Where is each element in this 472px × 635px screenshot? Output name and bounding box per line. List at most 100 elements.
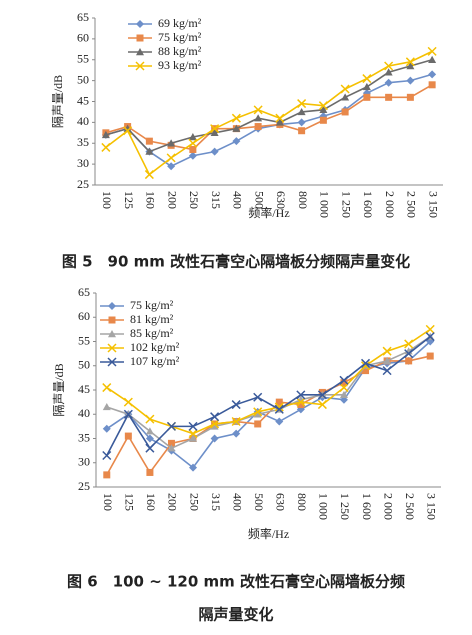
marker	[188, 138, 198, 148]
marker	[124, 432, 132, 440]
marker	[101, 142, 111, 152]
marker	[296, 390, 306, 400]
marker	[145, 137, 153, 145]
marker	[406, 93, 414, 101]
marker	[319, 116, 327, 124]
marker	[188, 151, 197, 160]
series-line	[106, 335, 431, 450]
marker	[145, 147, 154, 155]
marker	[253, 407, 263, 417]
marker	[405, 357, 413, 365]
marker	[340, 84, 350, 94]
marker	[426, 352, 434, 360]
y-tick-label: 40	[77, 114, 89, 128]
marker	[102, 424, 111, 433]
x-tick-label: 1 250	[338, 493, 352, 520]
marker	[406, 76, 415, 85]
marker	[210, 434, 219, 443]
marker	[210, 147, 219, 156]
legend-label: 81 kg/m²	[130, 312, 174, 326]
legend-label: 102 kg/m²	[130, 340, 180, 354]
marker	[108, 316, 116, 324]
series-line	[105, 73, 433, 168]
marker	[384, 68, 393, 76]
x-tick-label: 200	[165, 191, 179, 209]
x-tick-label: 630	[274, 191, 288, 209]
marker	[254, 114, 263, 122]
y-tick-label: 30	[78, 455, 90, 469]
series-line	[105, 58, 433, 153]
x-tick-label: 100	[100, 191, 114, 209]
marker	[102, 383, 112, 393]
y-tick-label: 35	[78, 430, 90, 444]
marker	[428, 81, 436, 89]
marker	[361, 358, 371, 368]
y-tick-label: 65	[78, 285, 90, 299]
marker	[188, 132, 197, 141]
marker	[404, 339, 414, 349]
x-tick-label: 160	[144, 191, 158, 209]
x-tick-label: 400	[230, 493, 244, 511]
marker	[210, 419, 220, 429]
marker	[108, 330, 116, 338]
y-tick-label: 55	[77, 52, 89, 66]
marker	[362, 74, 372, 84]
legend-label: 85 kg/m²	[130, 326, 174, 340]
marker	[254, 123, 262, 131]
marker	[167, 139, 176, 147]
marker	[363, 93, 371, 101]
marker	[274, 402, 284, 412]
caption: 图 5 90 mm 改性石膏空心隔墙板分频隔声量变化	[62, 253, 410, 271]
marker	[210, 422, 219, 430]
x-tick-label: 1 600	[361, 191, 375, 218]
y-tick-label: 55	[78, 333, 90, 347]
y-tick-label: 65	[77, 10, 89, 24]
marker	[339, 383, 349, 393]
marker	[341, 108, 349, 116]
marker	[427, 46, 437, 56]
y-axis-label: 隔声量/dB	[52, 363, 66, 416]
marker	[107, 343, 117, 353]
y-tick-label: 35	[77, 135, 89, 149]
y-tick-label: 40	[78, 406, 90, 420]
y-tick-label: 60	[78, 309, 90, 323]
caption: 图 6 100 ~ 120 mm 改性石膏空心隔墙板分频	[67, 573, 405, 591]
marker	[275, 113, 285, 123]
marker	[341, 93, 350, 101]
legend-label: 93 kg/m²	[158, 58, 202, 72]
x-axis-label: 频率/Hz	[248, 205, 289, 220]
marker	[232, 124, 241, 132]
x-tick-label: 630	[274, 493, 288, 511]
x-tick-label: 160	[144, 493, 158, 511]
marker	[167, 444, 176, 452]
marker	[144, 170, 154, 180]
marker	[317, 400, 327, 410]
x-tick-label: 2 500	[403, 493, 417, 520]
x-tick-label: 125	[122, 191, 136, 209]
x-tick-label: 250	[187, 493, 201, 511]
marker	[167, 162, 176, 171]
marker	[107, 357, 117, 367]
marker	[210, 128, 219, 137]
legend-label: 75 kg/m²	[130, 298, 174, 312]
marker	[145, 427, 154, 435]
x-tick-label: 125	[123, 493, 137, 511]
marker	[145, 443, 155, 453]
marker	[296, 397, 306, 407]
x-tick-label: 800	[296, 191, 310, 209]
series-line	[105, 84, 433, 151]
marker	[102, 402, 111, 411]
y-tick-label: 45	[77, 93, 89, 107]
marker	[210, 412, 220, 422]
marker	[166, 153, 176, 163]
x-tick-label: 400	[231, 191, 245, 209]
marker	[123, 409, 133, 419]
x-tick-label: 800	[295, 493, 309, 511]
marker	[136, 20, 144, 28]
marker	[275, 118, 284, 126]
marker	[297, 118, 306, 127]
legend-label: 69 kg/m²	[158, 16, 202, 30]
marker	[317, 390, 327, 400]
marker	[340, 379, 348, 387]
